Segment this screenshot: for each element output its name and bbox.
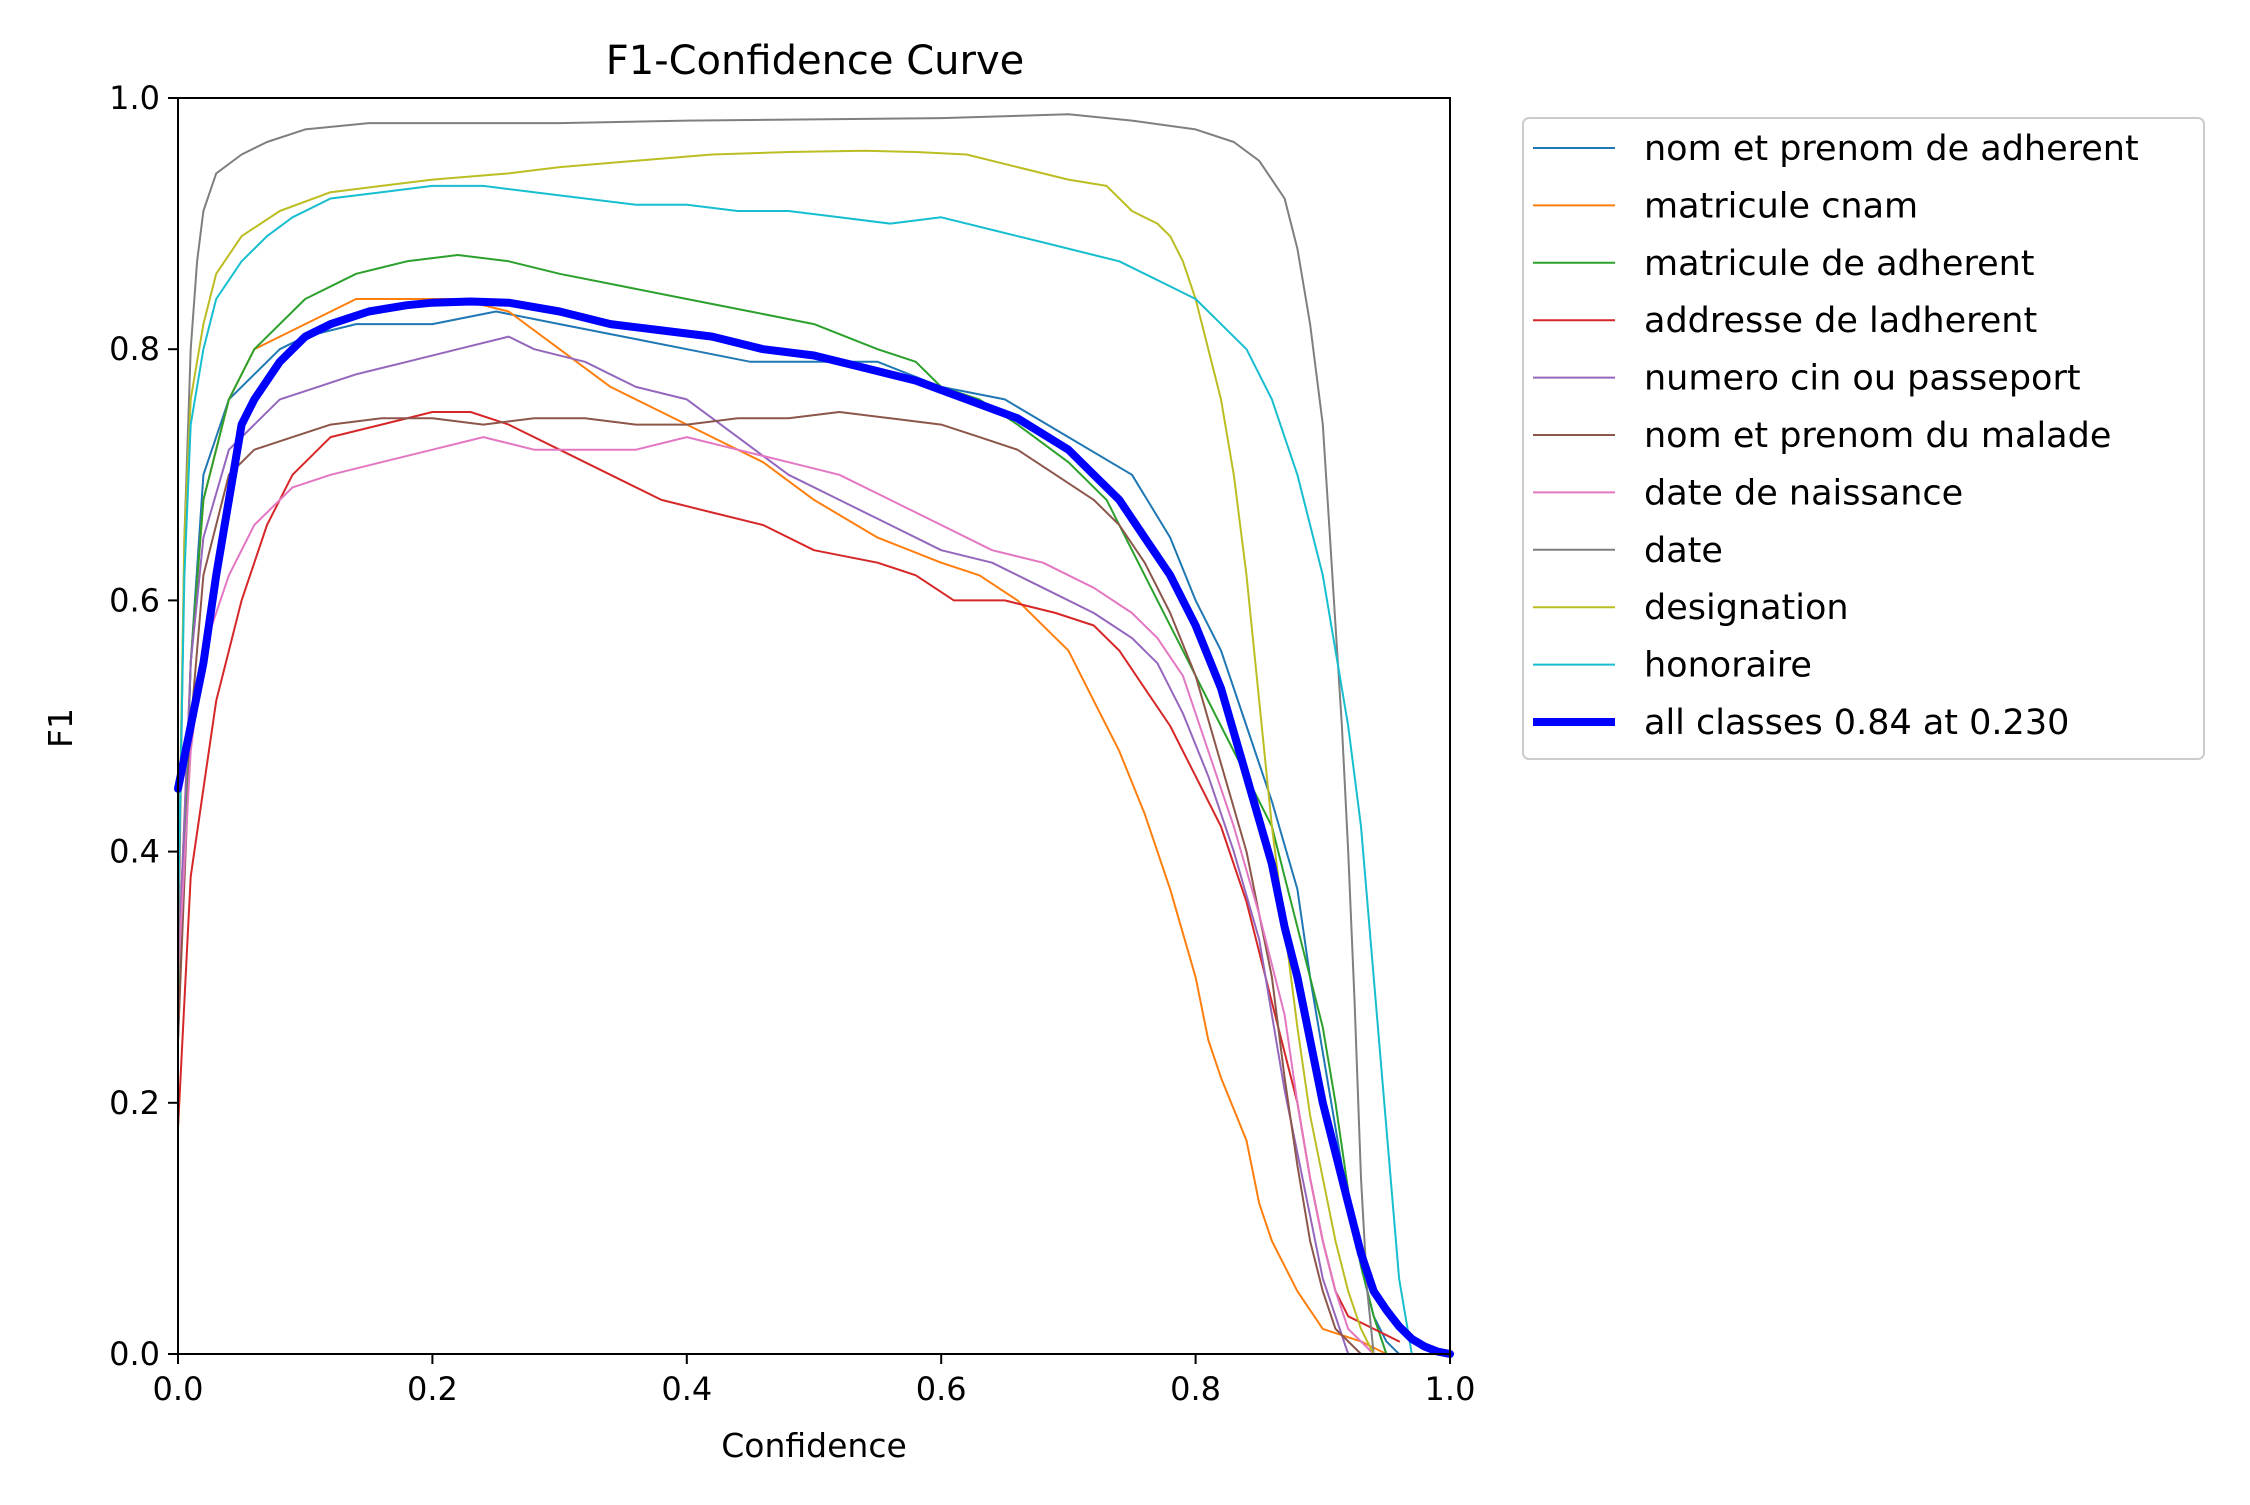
legend-item: date de naissance — [1533, 473, 1963, 513]
legend-label: date — [1644, 531, 1723, 571]
x-tick-label: 1.0 — [1425, 1370, 1476, 1408]
series-line-9 — [177, 184, 1413, 1355]
legend-label: designation — [1644, 588, 1849, 628]
legend-item: honoraire — [1533, 646, 1812, 686]
legend-label: matricule cnam — [1644, 186, 1918, 226]
y-axis-label: F1 — [41, 708, 80, 748]
series-line-1 — [177, 298, 1388, 1355]
x-tick-label: 0.4 — [661, 1370, 712, 1408]
legend-label: honoraire — [1644, 646, 1812, 686]
x-tick-label: 0.0 — [153, 1370, 204, 1408]
y-tick-label: 1.0 — [109, 79, 160, 117]
legend-label: nom et prenom de adherent — [1644, 129, 2139, 169]
legend-label: date de naissance — [1644, 473, 1963, 513]
y-tick-label: 0.4 — [109, 833, 160, 871]
legend-item: matricule cnam — [1533, 186, 1918, 226]
x-ticks: 0.0 0.2 0.4 0.6 0.8 1.0 — [153, 1354, 1476, 1408]
legend-item: date — [1533, 531, 1723, 571]
legend-label: matricule de adherent — [1644, 244, 2035, 284]
x-axis-label: Confidence — [721, 1426, 907, 1465]
legend-item: all classes 0.84 at 0.230 — [1533, 703, 2069, 743]
series-line-4 — [177, 335, 1350, 1355]
legend-label: addresse de ladherent — [1644, 301, 2037, 341]
y-tick-label: 0.8 — [109, 330, 160, 368]
series-line-0 — [177, 310, 1401, 1355]
plot-frame — [177, 97, 1451, 1355]
series-line-6 — [177, 436, 1375, 1355]
legend-item: matricule de adherent — [1533, 244, 2035, 284]
y-tick-label: 0.0 — [109, 1335, 160, 1373]
series-line-7 — [177, 113, 1375, 1355]
legend-item: addresse de ladherent — [1533, 301, 2037, 341]
y-tick-label: 0.6 — [109, 581, 160, 619]
legend-box — [1522, 117, 2205, 760]
series-line-3 — [177, 411, 1401, 1343]
y-tick-label: 0.2 — [109, 1084, 160, 1122]
series-layer — [174, 113, 1454, 1358]
legend-item: numero cin ou passeport — [1533, 359, 2081, 399]
x-tick-label: 0.2 — [407, 1370, 458, 1408]
legend-item: nom et prenom de adherent — [1533, 129, 2139, 169]
series-line-5 — [177, 411, 1362, 1355]
legend-item: designation — [1533, 588, 1849, 628]
series-line-8 — [177, 149, 1375, 1355]
series-line-10 — [174, 297, 1454, 1358]
x-tick-label: 0.6 — [916, 1370, 967, 1408]
chart-title: F1-Confidence Curve — [606, 38, 1025, 84]
x-tick-label: 0.8 — [1170, 1370, 1221, 1408]
legend-item: nom et prenom du malade — [1533, 416, 2111, 456]
legend-label: numero cin ou passeport — [1644, 359, 2081, 399]
y-ticks: 0.0 0.2 0.4 0.6 0.8 1.0 — [109, 79, 178, 1373]
legend: nom et prenom de adherent matricule cnam m… — [1522, 117, 2205, 760]
legend-label: nom et prenom du malade — [1644, 416, 2111, 456]
legend-label: all classes 0.84 at 0.230 — [1644, 703, 2069, 743]
